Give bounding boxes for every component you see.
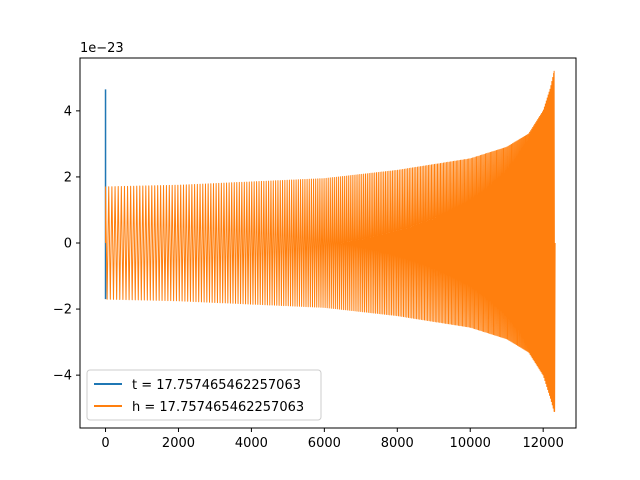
y-tick-label: −4: [53, 369, 72, 384]
legend-label-t: t = 17.757465462257063: [132, 378, 301, 393]
legend-box: [86, 369, 322, 421]
x-tick-label: 10000: [450, 436, 491, 451]
x-tick-label: 4000: [235, 436, 268, 451]
x-tick-label: 0: [101, 436, 109, 451]
legend: t = 17.757465462257063 h = 17.7574654622…: [86, 369, 322, 421]
y-offset-label: 1e−23: [80, 41, 124, 56]
y-tick-label: 4: [64, 104, 72, 119]
x-tick-label: 2000: [162, 436, 195, 451]
x-axis-ticks: 0 2000 4000 6000 8000 10000 12000: [101, 428, 564, 451]
series-line-h: [105, 70, 556, 412]
y-axis-ticks: −4 −2 0 2 4: [53, 104, 80, 384]
y-tick-label: −2: [53, 303, 72, 318]
x-tick-label: 6000: [308, 436, 341, 451]
x-tick-label: 8000: [381, 436, 414, 451]
legend-label-h: h = 17.757465462257063: [132, 400, 304, 415]
y-tick-label: 0: [64, 237, 72, 252]
x-tick-label: 12000: [522, 436, 563, 451]
series-layer: [104, 70, 556, 412]
y-tick-label: 2: [64, 170, 72, 185]
